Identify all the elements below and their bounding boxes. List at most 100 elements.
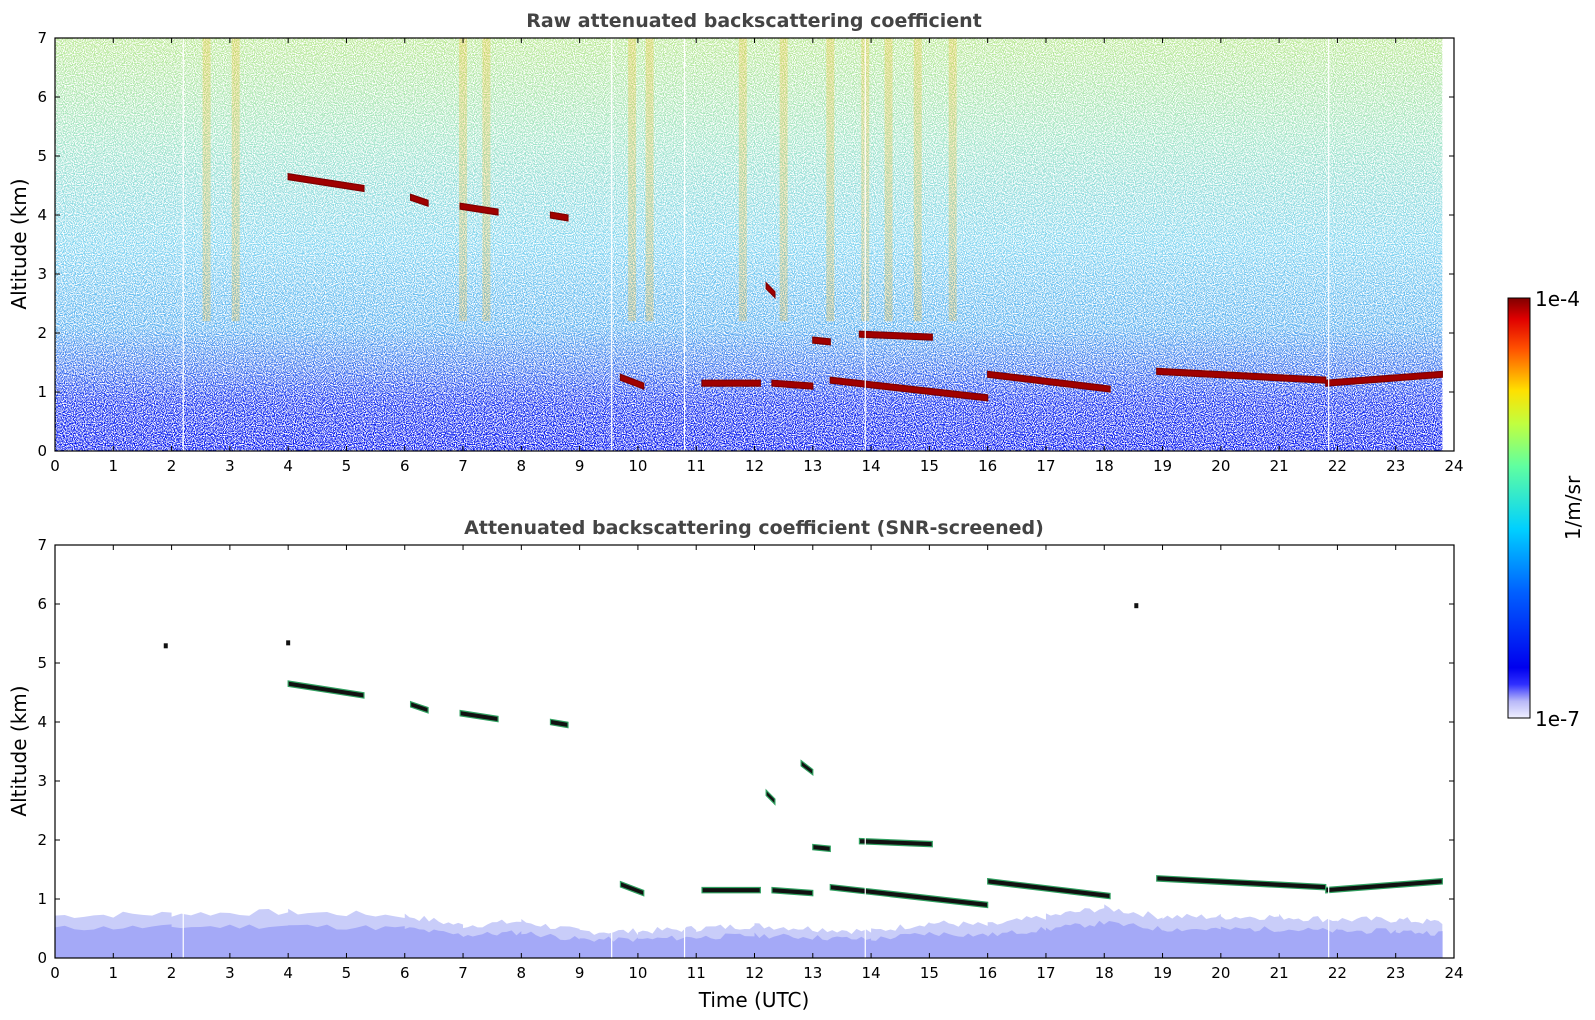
noise-streak	[202, 38, 211, 322]
cloud-layer	[619, 880, 645, 897]
cloud-layer	[1325, 877, 1443, 894]
chart-title: Attenuated backscattering coefficient (S…	[464, 517, 1044, 539]
x-tick-label: 2	[167, 457, 177, 475]
x-tick-label: 23	[1386, 457, 1405, 475]
cloud-layer	[701, 379, 761, 387]
cloud-layer	[858, 837, 933, 848]
x-tick-label: 6	[400, 964, 410, 982]
x-axis-label: Time (UTC)	[698, 988, 810, 1012]
x-tick-label: 17	[1036, 964, 1055, 982]
y-tick-label: 5	[37, 147, 47, 165]
x-tick-label: 11	[687, 457, 706, 475]
x-tick-label: 23	[1386, 964, 1405, 982]
data-gaps	[182, 38, 1330, 451]
boundary-layer-fringe	[55, 904, 1443, 958]
x-tick-label: 1	[109, 964, 119, 982]
cloud-layer	[549, 718, 569, 729]
cloud-layer	[459, 202, 499, 216]
noise-streak	[482, 38, 491, 322]
cloud-layer	[549, 211, 569, 222]
y-tick-label: 0	[37, 442, 47, 460]
y-tick-label: 6	[37, 595, 47, 613]
x-tick-label: 19	[1153, 964, 1172, 982]
y-axis-ticks: 0 1 2 3 4 5 6 7	[37, 536, 1454, 967]
x-tick-label: 12	[745, 457, 764, 475]
raw-noise-overlay	[55, 38, 1443, 451]
y-axis-label: Altitude (km)	[7, 685, 31, 816]
cloud-layers	[287, 172, 1443, 402]
cloud-layer	[287, 172, 365, 193]
cloud-layer	[409, 700, 429, 714]
x-tick-label: 9	[575, 457, 585, 475]
x-tick-label: 15	[920, 964, 939, 982]
x-tick-label: 21	[1270, 964, 1289, 982]
y-tick-label: 7	[37, 536, 47, 554]
snr-screened-panel: Attenuated backscattering coefficient (S…	[7, 517, 1464, 1012]
x-tick-label: 1	[109, 457, 119, 475]
cloud-layer	[1325, 370, 1443, 387]
x-tick-label: 11	[687, 964, 706, 982]
y-tick-label: 3	[37, 772, 47, 790]
noise-streak	[628, 38, 637, 322]
x-tick-label: 8	[517, 964, 527, 982]
raw-backscatter-panel: Raw attenuated backscattering coefficien…	[7, 10, 1464, 475]
x-tick-label: 3	[225, 964, 235, 982]
cloud-layer	[858, 330, 933, 341]
cloud-layer	[771, 886, 814, 897]
x-tick-label: 16	[978, 457, 997, 475]
isolated-return	[1134, 603, 1139, 609]
isolated-return	[286, 640, 291, 646]
x-tick-label: 12	[745, 964, 764, 982]
x-tick-label: 24	[1444, 964, 1463, 982]
cloud-layers	[287, 680, 1443, 909]
noise-streak	[459, 38, 468, 322]
y-tick-label: 6	[37, 88, 47, 106]
x-tick-label: 3	[225, 457, 235, 475]
x-axis-ticks: 0 1 2 3 4 5 6 7 8 9 10 11 12 13 14 15 16 17 18 19 20 21 22 23 24	[50, 545, 1464, 982]
x-tick-label: 21	[1270, 457, 1289, 475]
x-tick-label: 7	[458, 964, 468, 982]
x-tick-label: 13	[803, 964, 822, 982]
noise-streak	[826, 38, 835, 322]
x-tick-label: 6	[400, 457, 410, 475]
x-tick-label: 0	[50, 457, 60, 475]
y-axis-label: Altitude (km)	[7, 178, 31, 309]
cloud-layer	[829, 376, 989, 402]
y-tick-label: 1	[37, 890, 47, 908]
cloud-layer	[765, 788, 776, 806]
x-tick-label: 5	[342, 457, 352, 475]
x-tick-label: 10	[628, 457, 647, 475]
y-tick-label: 0	[37, 949, 47, 967]
x-tick-label: 9	[575, 964, 585, 982]
x-tick-label: 20	[1211, 457, 1230, 475]
y-tick-label: 7	[37, 29, 47, 47]
x-tick-label: 14	[862, 457, 881, 475]
x-tick-label: 2	[167, 964, 177, 982]
x-tick-label: 4	[283, 964, 293, 982]
x-tick-label: 0	[50, 964, 60, 982]
cloud-layer	[619, 373, 645, 390]
x-tick-label: 14	[862, 964, 881, 982]
noise-streak	[779, 38, 788, 322]
colorbar-gradient	[1507, 297, 1531, 719]
isolated-return	[163, 643, 168, 649]
cloud-layer	[771, 379, 814, 390]
y-tick-label: 4	[37, 713, 47, 731]
x-tick-label: 10	[628, 964, 647, 982]
x-tick-label: 18	[1095, 457, 1114, 475]
cloud-layer	[287, 680, 365, 699]
y-tick-label: 3	[37, 265, 47, 283]
noise-streak	[948, 38, 957, 322]
x-tick-label: 19	[1153, 457, 1172, 475]
cloud-layer	[459, 709, 499, 723]
y-tick-label: 2	[37, 324, 47, 342]
y-axis-ticks: 0 1 2 3 4 5 6 7	[37, 29, 1454, 460]
y-tick-label: 4	[37, 206, 47, 224]
colorbar-min-label: 1e-7	[1535, 707, 1580, 731]
y-tick-label: 5	[37, 654, 47, 672]
colorbar: 1e-4 1e-7 1/m/sr	[1507, 287, 1585, 731]
x-tick-label: 18	[1095, 964, 1114, 982]
x-tick-label: 7	[458, 457, 468, 475]
cloud-layer	[800, 759, 814, 777]
